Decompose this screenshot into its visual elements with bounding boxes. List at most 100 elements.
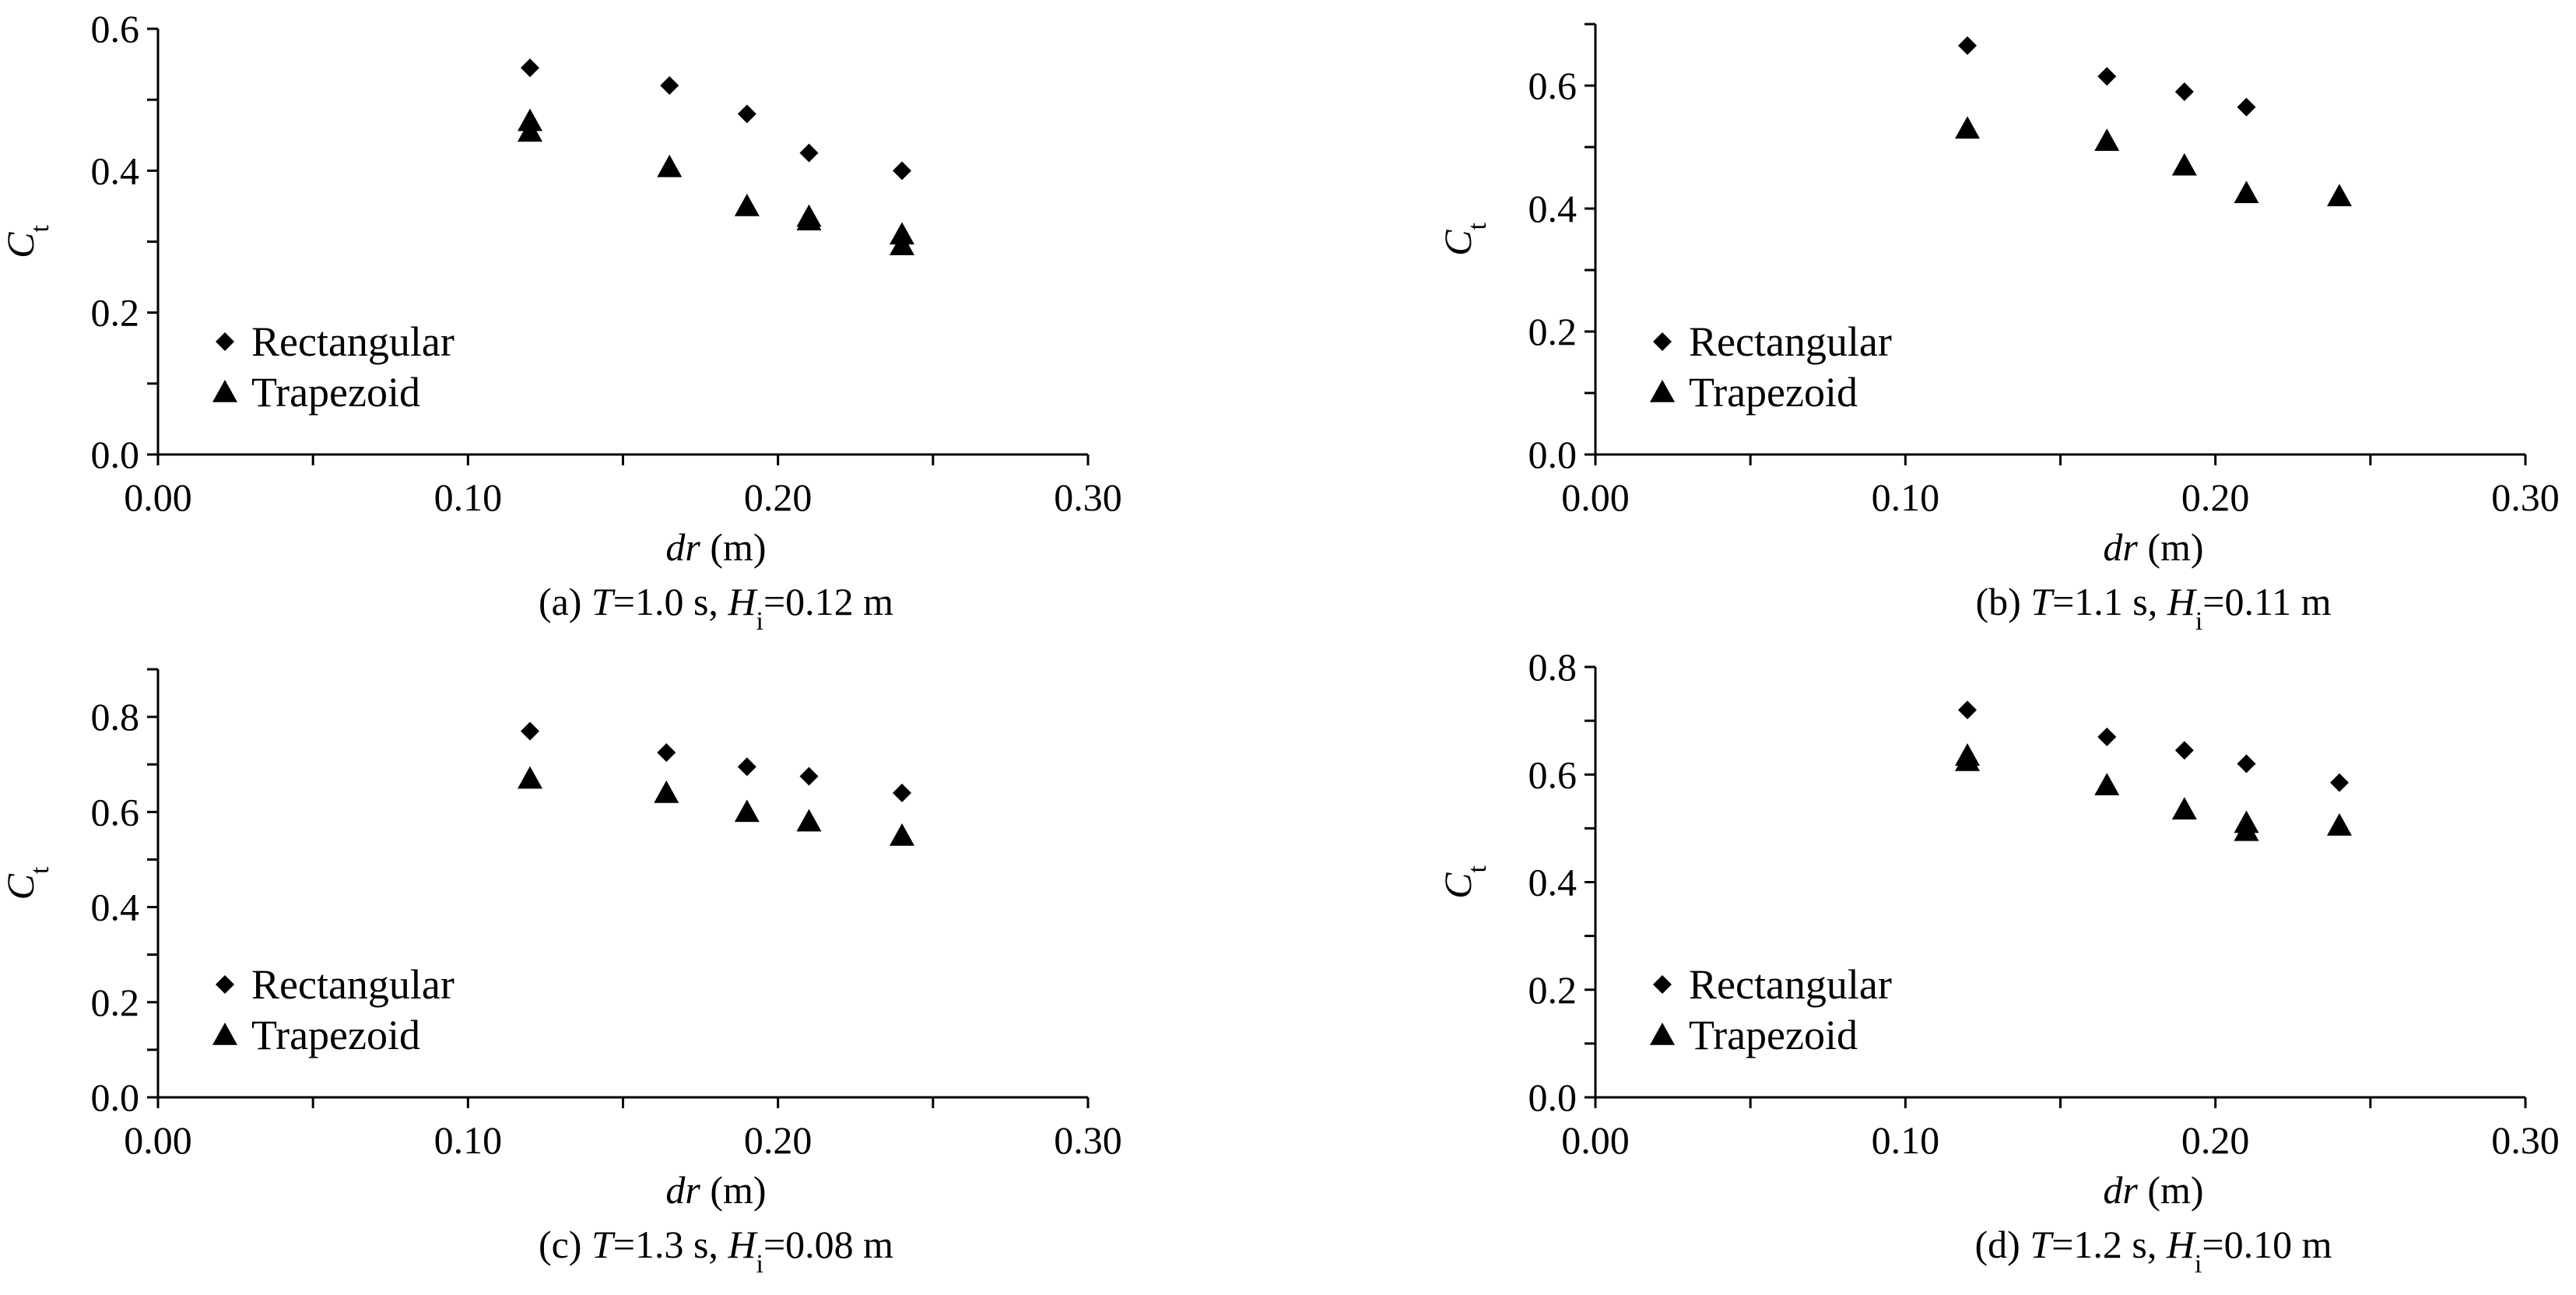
data-point-triangle bbox=[2327, 812, 2352, 836]
data-point-triangle bbox=[734, 193, 760, 216]
legend-label: Rectangular bbox=[1689, 318, 1892, 365]
data-point-diamond bbox=[799, 767, 819, 786]
data-point-diamond bbox=[893, 783, 911, 802]
y-tick-label: 0.8 bbox=[1528, 645, 1578, 689]
legend-label: Rectangular bbox=[251, 961, 454, 1008]
series-trapezoid bbox=[518, 108, 914, 255]
y-tick-label: 0.2 bbox=[1528, 310, 1578, 353]
legend-label: Rectangular bbox=[1689, 961, 1892, 1008]
x-axis-label: dr (m) bbox=[665, 525, 766, 569]
series-trapezoid bbox=[1955, 116, 2352, 206]
x-tick-label: 0.20 bbox=[2181, 1118, 2250, 1162]
data-point-diamond bbox=[521, 721, 539, 741]
data-point-diamond bbox=[799, 143, 819, 163]
data-point-triangle bbox=[796, 809, 822, 832]
y-tick-label: 0.0 bbox=[91, 1076, 140, 1119]
y-tick-label: 0.2 bbox=[91, 981, 140, 1024]
y-tick-label: 0.8 bbox=[91, 695, 140, 739]
data-point-diamond bbox=[737, 757, 756, 777]
data-point-diamond bbox=[737, 104, 756, 124]
chart-panel-a: 0.00 0.10 0.20 0.30 0.0 0.2 0.4 0.6 Ct dr (m) (a) … bbox=[0, 7, 1122, 636]
data-point-diamond bbox=[660, 75, 679, 95]
panel-caption: (c) T=1.3 s, Hi=0.08 m bbox=[539, 1223, 893, 1279]
x-tick-label: 0.30 bbox=[2491, 1118, 2560, 1162]
x-tick-label: 0.00 bbox=[1561, 1118, 1630, 1162]
y-axis-label: Ct bbox=[0, 225, 54, 258]
data-point-diamond bbox=[2097, 67, 2117, 86]
x-tick-label: 0.00 bbox=[124, 1118, 192, 1162]
x-tick-label: 0.10 bbox=[1872, 476, 1940, 519]
legend-triangle-marker bbox=[1650, 1023, 1675, 1045]
legend-diamond-marker bbox=[1653, 332, 1672, 351]
legend-triangle-marker bbox=[212, 380, 237, 402]
data-point-triangle bbox=[1955, 116, 1980, 139]
data-point-triangle bbox=[518, 766, 542, 789]
series-rectangular bbox=[521, 58, 911, 181]
data-point-triangle bbox=[2094, 128, 2120, 151]
data-point-triangle bbox=[2234, 181, 2259, 204]
data-point-diamond bbox=[2097, 727, 2117, 746]
legend-diamond-marker bbox=[216, 332, 234, 351]
legend-label: Rectangular bbox=[251, 318, 454, 365]
x-tick-label: 0.30 bbox=[2491, 476, 2560, 519]
series-rectangular bbox=[521, 721, 911, 802]
y-tick-label: 0.6 bbox=[91, 790, 140, 834]
series-rectangular bbox=[1958, 36, 2256, 117]
data-point-triangle bbox=[2171, 153, 2197, 176]
y-tick-label: 0.6 bbox=[1528, 64, 1578, 107]
chart-panel-b: 0.00 0.10 0.20 0.30 0.0 0.2 0.4 0.6 Ct dr (m) (b) … bbox=[1436, 23, 2560, 636]
chart-panel-c: 0.00 0.10 0.20 0.30 0.0 0.2 0.4 0.6 0.8 Ct dr (m) (… bbox=[0, 668, 1122, 1279]
x-tick-label: 0.20 bbox=[744, 1118, 812, 1162]
data-point-diamond bbox=[2174, 82, 2194, 101]
data-point-triangle bbox=[2327, 184, 2352, 206]
x-tick-label: 0.10 bbox=[1872, 1118, 1940, 1162]
series-trapezoid bbox=[518, 766, 914, 846]
y-tick-label: 0.6 bbox=[1528, 753, 1578, 796]
y-tick-label: 0.6 bbox=[91, 7, 140, 51]
legend-label: Trapezoid bbox=[1689, 369, 1858, 416]
data-point-triangle bbox=[734, 799, 760, 823]
data-point-diamond bbox=[893, 161, 911, 181]
data-point-triangle bbox=[890, 823, 914, 846]
chart-panel-d: 0.00 0.10 0.20 0.30 0.0 0.2 0.4 0.6 0.8 Ct dr (m) (… bbox=[1436, 645, 2560, 1279]
legend-triangle-marker bbox=[1650, 380, 1675, 402]
legend-triangle-marker bbox=[212, 1023, 237, 1045]
y-axis-label: Ct bbox=[1436, 223, 1492, 256]
y-tick-label: 0.0 bbox=[1528, 1076, 1578, 1119]
data-point-diamond bbox=[2237, 754, 2256, 774]
y-tick-label: 0.0 bbox=[91, 433, 140, 476]
y-tick-label: 0.4 bbox=[1528, 187, 1578, 230]
legend-label: Trapezoid bbox=[251, 1012, 420, 1058]
x-tick-label: 0.10 bbox=[434, 476, 503, 519]
x-axis-label: dr (m) bbox=[2103, 525, 2203, 569]
data-point-diamond bbox=[2330, 773, 2349, 792]
data-point-triangle bbox=[654, 780, 679, 803]
data-point-triangle bbox=[796, 208, 822, 230]
series-rectangular bbox=[1958, 700, 2349, 792]
data-point-diamond bbox=[1958, 36, 1977, 55]
legend-diamond-marker bbox=[216, 975, 234, 994]
data-point-diamond bbox=[521, 58, 539, 78]
data-point-triangle bbox=[657, 154, 683, 177]
series-trapezoid bbox=[1955, 743, 2352, 841]
x-tick-label: 0.30 bbox=[1054, 1118, 1122, 1162]
panel-caption: (a) T=1.0 s, Hi=0.12 m bbox=[539, 580, 893, 636]
x-tick-label: 0.10 bbox=[434, 1118, 503, 1162]
y-tick-label: 0.4 bbox=[1528, 861, 1578, 904]
x-tick-label: 0.20 bbox=[744, 476, 812, 519]
data-point-diamond bbox=[2237, 97, 2256, 117]
x-tick-label: 0.00 bbox=[124, 476, 192, 519]
y-tick-label: 0.2 bbox=[91, 291, 140, 335]
y-tick-label: 0.4 bbox=[91, 149, 140, 192]
data-point-diamond bbox=[2174, 741, 2194, 760]
data-point-triangle bbox=[2094, 773, 2120, 795]
y-axis-label: Ct bbox=[1436, 865, 1492, 899]
legend-diamond-marker bbox=[1653, 975, 1672, 994]
x-tick-label: 0.30 bbox=[1054, 476, 1122, 519]
y-tick-label: 0.4 bbox=[91, 886, 140, 929]
panel-caption: (b) T=1.1 s, Hi=0.11 m bbox=[1975, 580, 2331, 636]
y-tick-label: 0.2 bbox=[1528, 968, 1578, 1012]
